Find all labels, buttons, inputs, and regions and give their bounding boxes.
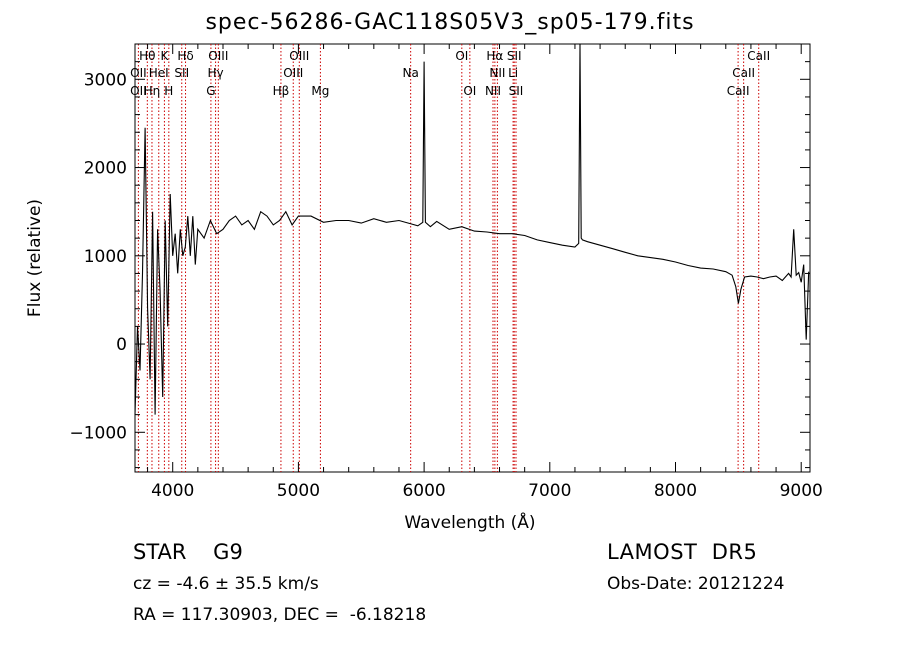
line-label: K [160,49,169,63]
line-label: HeI [149,66,169,80]
x-tick-label: 9000 [780,481,823,501]
line-label: Mg [311,84,329,98]
line-label: Hθ [139,49,155,63]
y-tick-label: 0 [116,335,127,355]
y-tick-label: 2000 [84,159,127,179]
survey-text: LAMOST DR5 [607,540,758,564]
line-label: Li [508,66,518,80]
y-tick-label: −1000 [69,423,127,443]
line-label: SII [509,84,524,98]
line-label: CaII [727,84,750,98]
spectrum-line [134,43,810,415]
line-label: NII [485,84,501,98]
line-label: OIII [289,49,309,63]
line-label: Hη [144,84,161,98]
line-label: OIII [208,49,228,63]
plot-frame [134,43,811,473]
line-label: OIII [283,66,303,80]
line-label: OII [130,66,147,80]
line-label: OII [130,84,147,98]
line-label: CaII [747,49,770,63]
line-label: G [206,84,215,98]
line-label: SII [174,66,189,80]
line-label: Hα [486,49,503,63]
x-tick-label: 7000 [528,481,571,501]
x-tick-label: 5000 [277,481,320,501]
axis-tick-labels: 4000 5000 6000 7000 8000 9000 −1000 0 1000 2000 30… [69,70,822,501]
coordinates-text: RA = 117.30903, DEC = -6.18218 [133,605,427,625]
redshift-text: cz = -4.6 ± 35.5 km/s [133,574,319,594]
line-label: NII [489,66,505,80]
x-axis-label: Wavelength (Å) [404,511,535,533]
y-tick-label: 1000 [84,247,127,267]
y-tick-label: 3000 [84,70,127,90]
line-label: Hβ [273,84,290,98]
chart-title: spec-56286-GAC118S05V3_sp05-179.fits [205,10,695,35]
line-label: CaII [732,66,755,80]
spectral-line-markers [137,44,760,472]
spectral-line-labels: Hθ K Hδ OIII OIII OI Hα SII CaII OII HeI SII Hγ OIII N… [130,49,770,98]
classification-text: STAR G9 [133,540,243,564]
y-axis-label: Flux (relative) [25,199,45,317]
obs-date-text: Obs-Date: 20121224 [607,574,785,594]
line-label: SII [507,49,522,63]
axis-ticks [135,43,810,472]
x-tick-label: 6000 [402,481,445,501]
line-label: H [164,84,173,98]
line-label: OI [463,84,476,98]
line-label: Na [402,66,418,80]
x-tick-label: 4000 [151,481,194,501]
line-label: Hδ [177,49,193,63]
line-label: OI [455,49,468,63]
x-tick-label: 8000 [654,481,697,501]
line-label: Hγ [208,66,224,80]
